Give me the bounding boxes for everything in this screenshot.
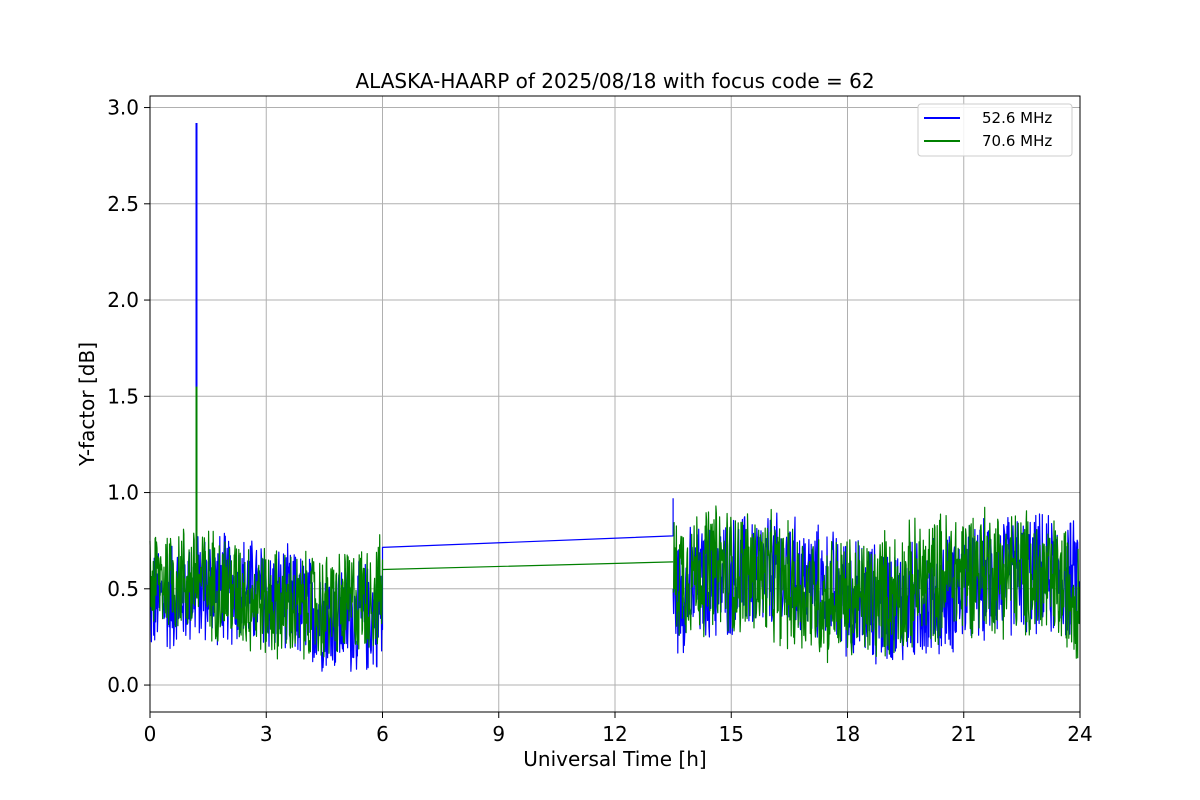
x-tick-label: 21 [951,722,976,746]
legend-entry-52-6: 52.6 MHz [982,109,1052,127]
x-tick-label: 0 [144,722,157,746]
series-70-6-mhz [149,386,1081,664]
y-tick-label: 1.0 [107,481,139,505]
x-tick-label: 24 [1067,722,1092,746]
series-layer [149,122,1081,672]
y-axis: 0.0 0.5 1.0 1.5 2.0 2.5 3.0 [107,96,150,697]
series-trace [149,505,1081,664]
x-tick-label: 12 [602,722,627,746]
y-tick-label: 2.0 [107,288,139,312]
y-tick-label: 0.5 [107,577,139,601]
legend: 52.6 MHz 70.6 MHz [917,103,1073,157]
x-tick-label: 6 [376,722,389,746]
y-axis-label: Y-factor [dB] [75,342,99,467]
legend-entry-70-6: 70.6 MHz [982,132,1052,150]
x-axis: 0 3 6 9 12 15 18 21 24 [144,712,1093,746]
y-tick-label: 2.5 [107,192,139,216]
y-tick-label: 3.0 [107,96,139,120]
x-tick-label: 3 [260,722,273,746]
x-tick-label: 15 [719,722,744,746]
chart-title: ALASKA-HAARP of 2025/08/18 with focus co… [355,69,874,93]
y-tick-label: 0.0 [107,673,139,697]
x-tick-label: 9 [492,722,505,746]
y-tick-label: 1.5 [107,384,139,408]
x-tick-label: 18 [835,722,860,746]
x-axis-label: Universal Time [h] [523,747,706,771]
